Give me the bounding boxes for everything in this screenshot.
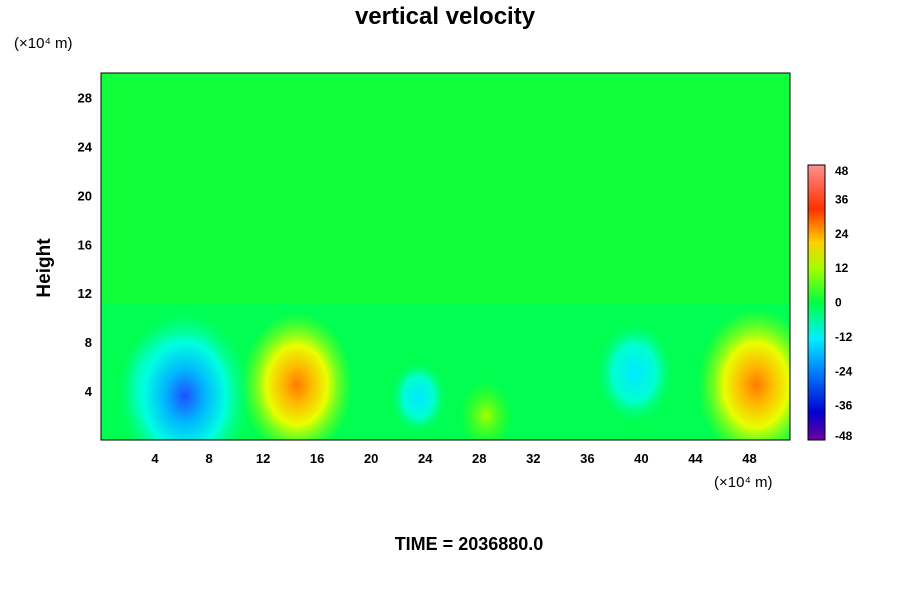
colorbar-tick-label: 48 [835, 164, 849, 178]
x-tick-label: 44 [688, 451, 703, 466]
colorbar-tick-label: 36 [835, 192, 849, 206]
plot-area [101, 73, 790, 440]
plot-border [100, 72, 791, 441]
x-tick-label: 8 [205, 451, 212, 466]
x-tick-label: 40 [634, 451, 648, 466]
colorbar [807, 164, 826, 441]
y-tick-label: 12 [78, 286, 92, 301]
chart-title: vertical velocity [355, 3, 536, 30]
y-tick-label: 20 [78, 188, 92, 203]
x-tick-label: 32 [526, 451, 540, 466]
velocity-feature [116, 306, 254, 440]
y-axis-label: Height [34, 238, 55, 298]
velocity-feature [595, 321, 675, 425]
velocity-feature [390, 360, 447, 435]
x-tick-label: 28 [472, 451, 486, 466]
x-tick-label: 36 [580, 451, 594, 466]
colorbar-tick-label: 0 [835, 296, 842, 310]
y-tick-label: 16 [78, 237, 92, 252]
colorbar-tick-label: -36 [835, 399, 853, 413]
x-unit-label: (×10⁴ m) [714, 474, 773, 491]
y-tick-label: 24 [78, 139, 93, 154]
velocity-feature [241, 312, 353, 440]
x-tick-label: 20 [364, 451, 378, 466]
y-tick-label: 28 [78, 90, 92, 105]
x-tick-label: 16 [310, 451, 324, 466]
colorbar-tick-label: -12 [835, 330, 853, 344]
x-tick-label: 12 [256, 451, 270, 466]
y-unit-label: (×10⁴ m) [14, 35, 73, 52]
colorbar-tick-label: -48 [835, 429, 853, 443]
velocity-feature [697, 308, 790, 440]
x-tick-label: 48 [742, 451, 756, 466]
velocity-feature [459, 380, 513, 440]
upper-band [101, 73, 790, 303]
x-tick-label: 24 [418, 451, 433, 466]
colorbar-tick-label: 24 [835, 227, 849, 241]
y-tick-label: 8 [85, 335, 92, 350]
x-tick-label: 4 [151, 451, 159, 466]
y-tick-label: 4 [85, 384, 93, 399]
colorbar-tick-label: -24 [835, 364, 853, 378]
time-footer: TIME = 2036880.0 [395, 534, 544, 554]
colorbar-tick-label: 12 [835, 261, 849, 275]
